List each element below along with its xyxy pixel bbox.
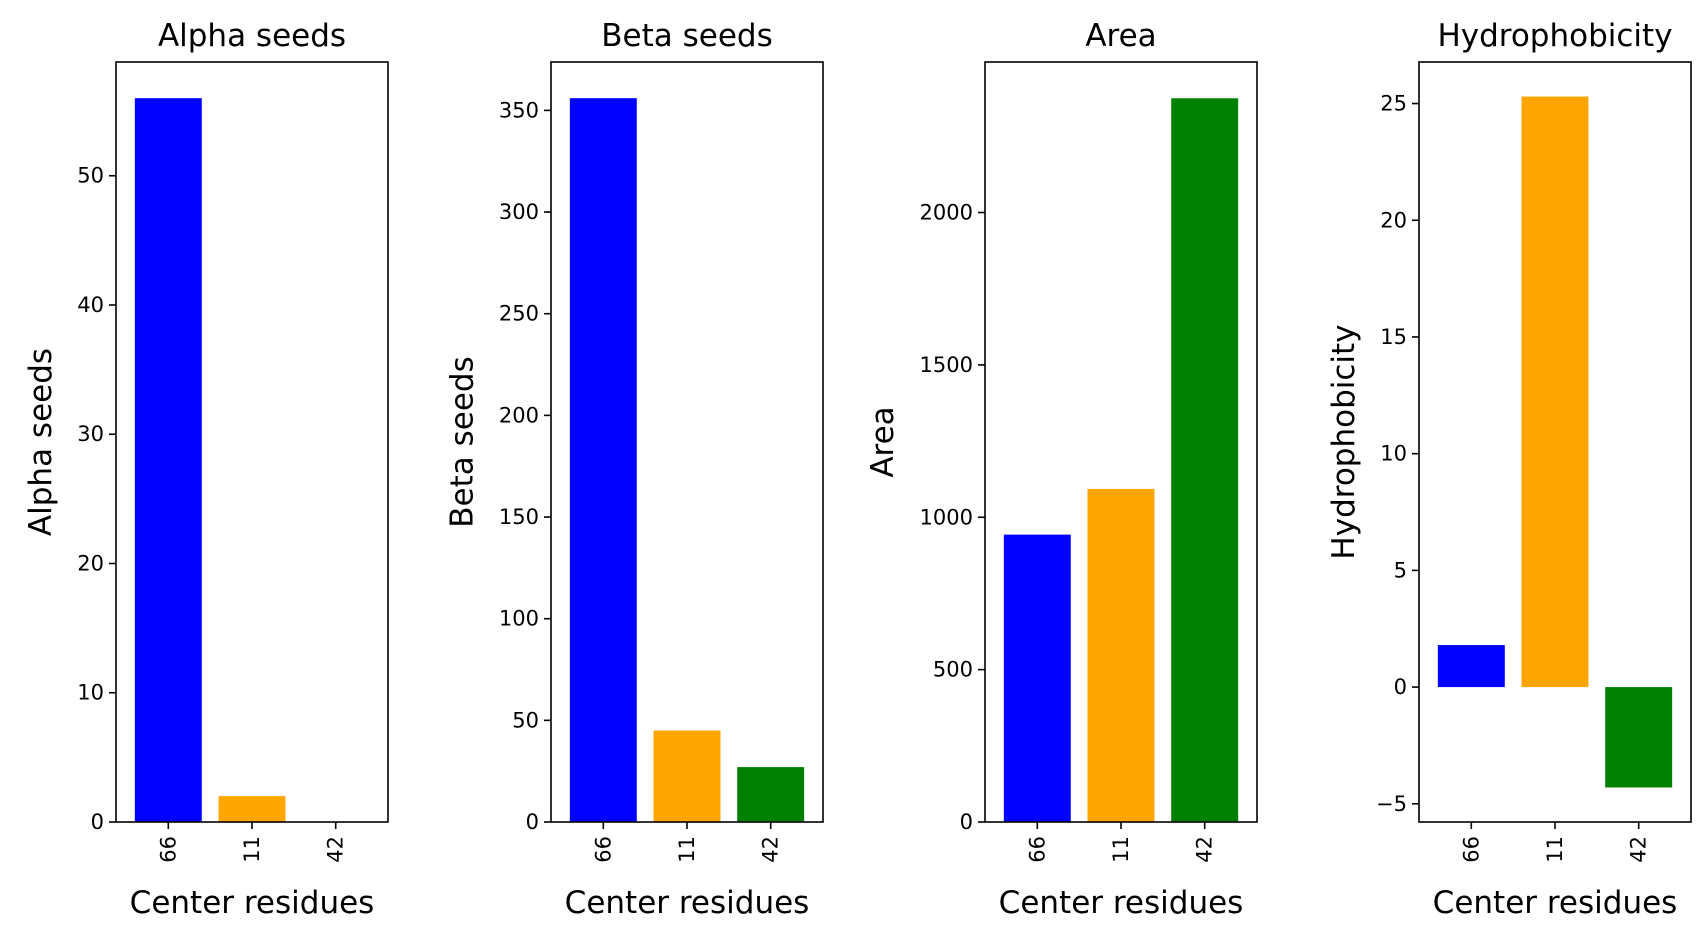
y-tick-label: 250 (499, 302, 539, 326)
x-axis-label: Center residues (1433, 885, 1678, 921)
bar-11 (218, 796, 286, 822)
y-tick-label: 1000 (920, 505, 973, 529)
y-tick-label: 500 (933, 658, 973, 682)
y-tick-label: 0 (91, 810, 104, 834)
y-tick-label: −5 (1376, 792, 1407, 816)
y-axis-label: Area (865, 406, 901, 477)
bar-11 (653, 730, 721, 822)
bar-66 (134, 98, 202, 822)
x-tick-label: 66 (1025, 836, 1049, 863)
y-tick-label: 30 (77, 422, 104, 446)
chart-title: Beta seeds (601, 18, 772, 54)
y-tick-label: 200 (499, 403, 539, 427)
y-tick-label: 1500 (920, 353, 973, 377)
x-tick-label: 11 (1543, 836, 1567, 863)
y-tick-label: 150 (499, 505, 539, 529)
bar-42 (737, 767, 805, 822)
y-tick-label: 20 (77, 551, 104, 575)
x-tick-label: 11 (240, 836, 264, 863)
y-tick-label: 50 (512, 708, 539, 732)
y-axis-label: Alpha seeds (23, 348, 59, 536)
x-tick-label: 66 (156, 836, 180, 863)
x-axis-label: Center residues (565, 885, 810, 921)
y-tick-label: 0 (1394, 675, 1407, 699)
x-tick-label: 11 (1109, 836, 1133, 863)
bar-66 (1003, 534, 1071, 822)
y-tick-label: 25 (1380, 92, 1407, 116)
x-axis-label: Center residues (130, 885, 375, 921)
y-tick-label: 15 (1380, 325, 1407, 349)
chart-title: Hydrophobicity (1437, 18, 1672, 54)
y-tick-label: 50 (77, 164, 104, 188)
x-tick-label: 42 (324, 836, 348, 863)
y-tick-label: 10 (77, 681, 104, 705)
chart-title: Alpha seeds (158, 18, 346, 54)
y-tick-label: 2000 (920, 201, 973, 225)
y-tick-label: 350 (499, 98, 539, 122)
y-tick-label: 100 (499, 607, 539, 631)
chart-title: Area (1085, 18, 1156, 54)
y-axis-label: Beta seeds (445, 356, 481, 527)
x-tick-label: 42 (1627, 836, 1651, 863)
bar-42 (1605, 687, 1673, 788)
x-axis-label: Center residues (999, 885, 1244, 921)
y-tick-label: 10 (1380, 442, 1407, 466)
bar-66 (1437, 645, 1505, 688)
y-tick-label: 40 (77, 293, 104, 317)
bar-66 (569, 98, 637, 822)
y-tick-label: 0 (960, 810, 973, 834)
x-tick-label: 11 (675, 836, 699, 863)
x-tick-label: 66 (1459, 836, 1483, 863)
y-tick-label: 5 (1394, 558, 1407, 582)
y-tick-label: 300 (499, 200, 539, 224)
x-tick-label: 66 (591, 836, 615, 863)
y-axis-label: Hydrophobicity (1326, 324, 1362, 559)
x-tick-label: 42 (1193, 836, 1217, 863)
bar-11 (1521, 96, 1589, 688)
bar-11 (1087, 488, 1155, 822)
bar-42 (1171, 98, 1239, 822)
x-tick-label: 42 (759, 836, 783, 863)
y-tick-label: 0 (526, 810, 539, 834)
y-tick-label: 20 (1380, 208, 1407, 232)
